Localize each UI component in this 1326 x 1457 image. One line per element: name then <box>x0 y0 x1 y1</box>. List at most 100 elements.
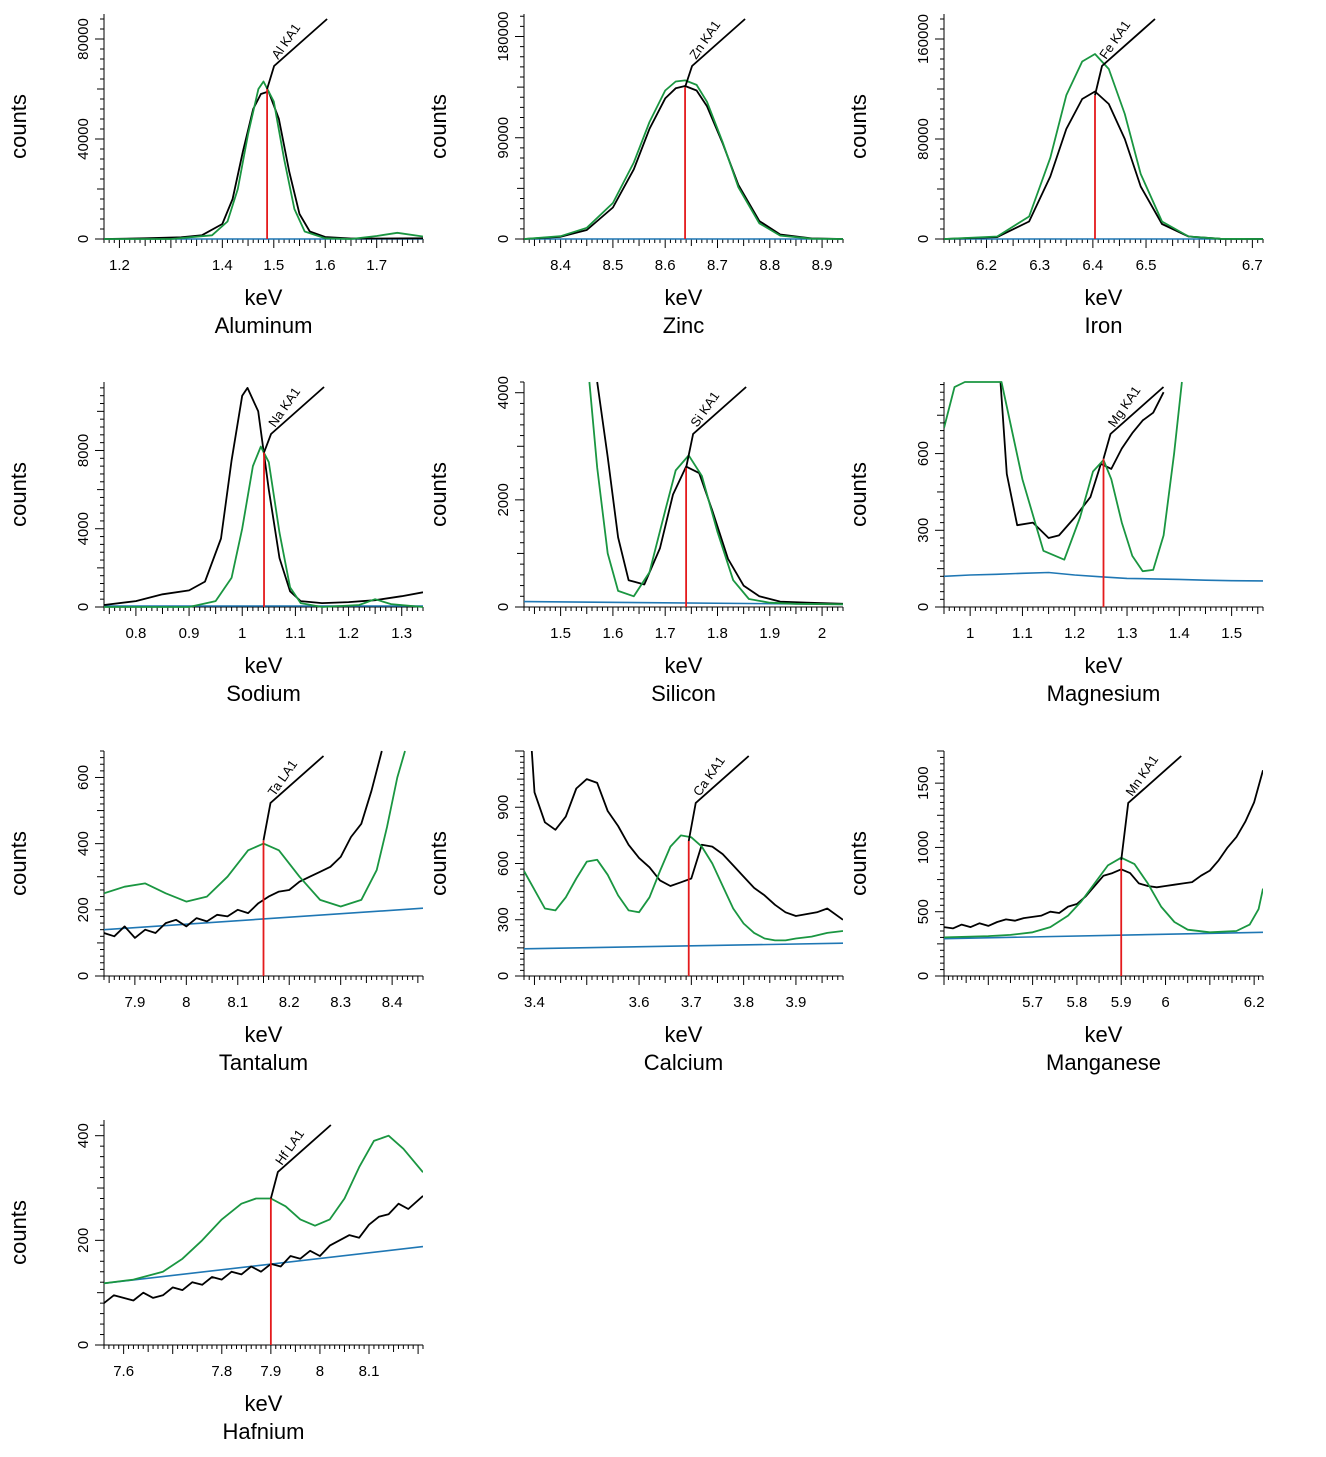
chart-tantalum: 7.9 8 8.1 8.2 8.3 8.4 0 200 400 600 keV counts Tanta… <box>6 750 424 1075</box>
x-tick-label: 8 <box>182 994 190 1011</box>
plot-area <box>104 80 423 240</box>
background-line <box>524 942 843 950</box>
y-axis-label: counts <box>846 94 871 159</box>
spectrum-line <box>999 381 1165 539</box>
chart-calcium: 3.4 3.6 3.7 3.8 3.9 0 300 600 900 keV counts Calciu… <box>426 750 844 1075</box>
fit-line <box>588 381 843 606</box>
chart-title: Calcium <box>644 1050 723 1075</box>
y-tick-label: 8000 <box>75 434 92 467</box>
x-tick-label: 8 <box>316 1363 324 1380</box>
y-tick-label: 1500 <box>915 766 932 799</box>
x-tick-label: 1.5 <box>1221 625 1242 642</box>
x-axis-label: keV <box>245 1022 283 1047</box>
y-tick-label: 4000 <box>75 512 92 545</box>
x-tick-label: 3.6 <box>629 994 650 1011</box>
x-tick-label: 6.2 <box>976 257 997 274</box>
x-tick-label: 1.5 <box>550 625 571 642</box>
y-axis-label: counts <box>426 831 451 896</box>
y-tick-label: 0 <box>495 972 512 980</box>
spectrum-line <box>524 85 843 240</box>
x-tick-label: 5.9 <box>1111 994 1132 1011</box>
y-axis-label: counts <box>846 462 871 527</box>
chart-title: Aluminum <box>215 313 313 338</box>
background-line <box>104 1245 423 1285</box>
x-tick-label: 8.9 <box>812 257 833 274</box>
x-tick-label: 1.2 <box>338 625 359 642</box>
y-tick-label: 300 <box>495 907 512 932</box>
y-tick-label: 500 <box>915 899 932 924</box>
x-tick-label: 1.1 <box>285 625 306 642</box>
x-axis-label: keV <box>665 285 703 310</box>
y-axis-label: counts <box>6 462 31 527</box>
x-tick-label: 1.7 <box>655 625 676 642</box>
x-tick-label: 1.4 <box>212 257 233 274</box>
y-tick-label: 0 <box>495 603 512 611</box>
x-tick-label: 6.3 <box>1029 257 1050 274</box>
chart-title: Silicon <box>651 681 716 706</box>
fit-line <box>944 856 1263 939</box>
y-tick-label: 40000 <box>75 118 92 160</box>
y-tick-label: 600 <box>75 765 92 790</box>
peak-leader-line <box>1120 755 1182 861</box>
fit-line <box>104 80 423 240</box>
y-tick-label: 0 <box>75 603 92 611</box>
plot-area <box>944 770 1263 940</box>
x-tick-label: 8.4 <box>550 257 571 274</box>
chart-title: Tantalum <box>219 1050 308 1075</box>
x-tick-label: 5.7 <box>1022 994 1043 1011</box>
x-tick-label: 7.6 <box>113 1363 134 1380</box>
x-tick-label: 1.9 <box>759 625 780 642</box>
chart-title: Iron <box>1085 313 1123 338</box>
x-tick-label: 1.3 <box>391 625 412 642</box>
y-axis-label: counts <box>846 831 871 896</box>
y-tick-label: 180000 <box>495 11 512 61</box>
x-tick-label: 8.2 <box>279 994 300 1011</box>
y-axis-label: counts <box>426 94 451 159</box>
x-tick-label: 6.7 <box>1242 257 1263 274</box>
chart-title: Magnesium <box>1047 681 1161 706</box>
x-tick-label: 2 <box>818 625 826 642</box>
chart-title: Hafnium <box>223 1419 305 1444</box>
peak-leader-line <box>263 386 325 453</box>
peak-leader-line <box>266 18 328 90</box>
chart-silicon: 1.5 1.6 1.7 1.8 1.9 2 0 2000 4000 keV counts Silico… <box>426 376 844 706</box>
y-tick-label: 200 <box>75 897 92 922</box>
y-tick-label: 0 <box>915 235 932 243</box>
x-tick-label: 8.6 <box>655 257 676 274</box>
plot-area <box>944 53 1263 240</box>
y-tick-label: 2000 <box>495 483 512 516</box>
x-axis-label: keV <box>1085 285 1123 310</box>
fit-line <box>524 834 843 942</box>
spectrum-line <box>104 386 423 606</box>
y-tick-label: 400 <box>75 831 92 856</box>
x-tick-label: 1.6 <box>602 625 623 642</box>
chart-manganese: 5.7 5.8 5.9 6 6.2 0 500 1000 1500 keV counts Mangan… <box>846 750 1265 1075</box>
x-tick-label: 8.3 <box>330 994 351 1011</box>
plot-area <box>524 750 843 950</box>
x-tick-label: 1.2 <box>109 257 130 274</box>
x-tick-label: 7.8 <box>211 1363 232 1380</box>
x-tick-label: 1.5 <box>263 257 284 274</box>
x-axis-label: keV <box>665 1022 703 1047</box>
plot-area <box>104 1134 423 1304</box>
x-axis-label: keV <box>245 653 283 678</box>
x-tick-label: 1.3 <box>1117 625 1138 642</box>
fit-line <box>944 53 1263 240</box>
spectrum-line <box>944 770 1263 930</box>
chart-sodium: 0.8 0.9 1 1.1 1.2 1.3 0 4000 8000 keV counts Sodium… <box>6 382 424 706</box>
fit-line <box>524 79 843 240</box>
y-tick-label: 160000 <box>915 14 932 64</box>
plot-area <box>524 79 843 240</box>
background-line <box>944 571 1263 582</box>
chart-magnesium: 1 1.1 1.2 1.3 1.4 1.5 0 300 600 keV counts Magnesiu… <box>846 381 1264 706</box>
x-axis-label: keV <box>1085 653 1123 678</box>
x-tick-label: 3.9 <box>786 994 807 1011</box>
x-tick-label: 1 <box>966 625 974 642</box>
y-tick-label: 0 <box>75 972 92 980</box>
peak-leader-line <box>684 18 746 88</box>
x-tick-label: 1.8 <box>707 625 728 642</box>
x-axis-label: keV <box>665 653 703 678</box>
y-tick-label: 80000 <box>915 118 932 160</box>
x-axis-label: keV <box>245 285 283 310</box>
